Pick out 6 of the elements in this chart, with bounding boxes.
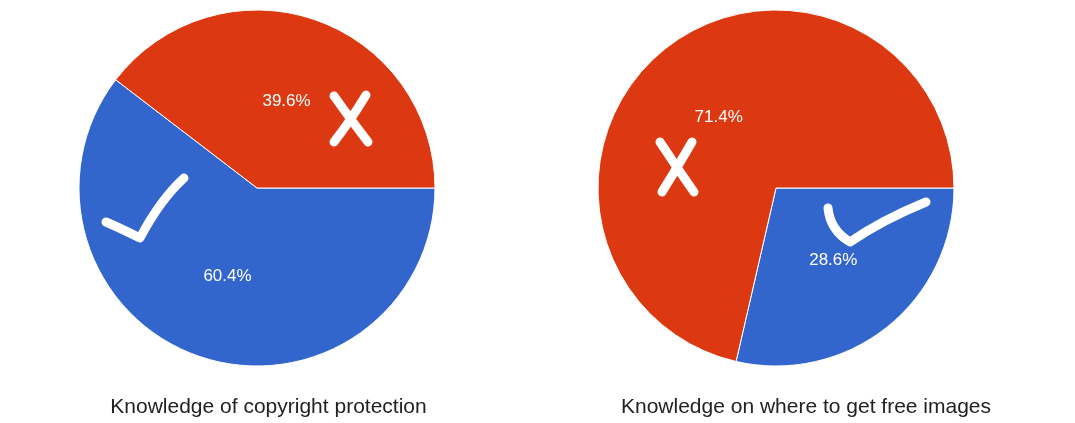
data-label: 28.6%: [809, 250, 858, 270]
data-label: 39.6%: [262, 91, 311, 111]
data-label: 60.4%: [203, 265, 252, 285]
text: Knowledge on where to get free images: [620, 394, 992, 417]
text: Knowledge of copyright protection: [110, 394, 427, 417]
data-label: 71.4%: [694, 106, 743, 126]
